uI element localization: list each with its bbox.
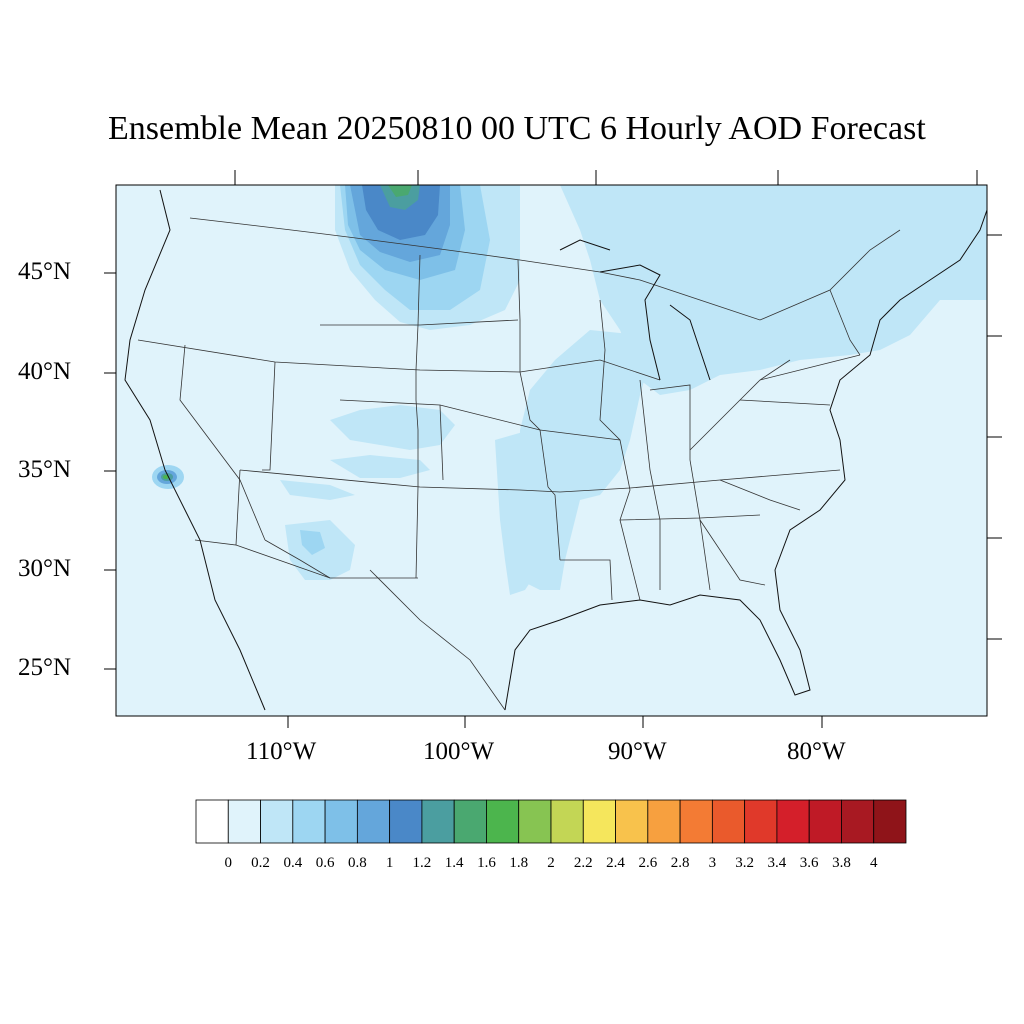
aod-contour-southwest-04 bbox=[300, 530, 325, 555]
aod-contour-plume-10 bbox=[362, 185, 440, 240]
colorbar-label: 4 bbox=[869, 855, 878, 871]
colorbar-label: 1.6 bbox=[477, 855, 496, 871]
aod-contour-plume-14 bbox=[388, 185, 412, 197]
colorbar-swatch bbox=[292, 799, 326, 844]
aod-contour-arizona bbox=[280, 480, 355, 500]
map-frame bbox=[115, 184, 988, 717]
colorbar-swatch bbox=[873, 799, 907, 844]
lat-label-35: 35°N bbox=[18, 456, 72, 483]
lon-label-80: 80°W bbox=[787, 738, 846, 765]
aod-contour-plume-12 bbox=[380, 185, 420, 210]
colorbar-swatch bbox=[808, 799, 842, 844]
colorbar-swatch bbox=[324, 799, 358, 844]
colorbar-label: 0 bbox=[224, 855, 233, 871]
colorbar-swatch bbox=[776, 799, 810, 844]
aod-contour-kansas bbox=[330, 455, 430, 478]
coastlines bbox=[124, 189, 987, 711]
aod-contours bbox=[124, 185, 987, 711]
lat-label-30: 30°N bbox=[18, 555, 72, 582]
colorbar-label: 2.8 bbox=[670, 855, 690, 871]
colorbar-swatch bbox=[647, 799, 681, 844]
lat-label-40: 40°N bbox=[18, 358, 72, 385]
colorbar-swatch bbox=[711, 799, 746, 844]
colorbar-label: 0.2 bbox=[251, 855, 270, 871]
colorbar-label: 1.2 bbox=[412, 855, 432, 871]
colorbar-swatch bbox=[841, 799, 875, 844]
colorbar-swatch bbox=[615, 799, 649, 844]
colorbar-label: 2.6 bbox=[638, 855, 658, 871]
axis-ticks bbox=[104, 170, 1002, 728]
colorbar-label: 3.8 bbox=[832, 855, 851, 871]
colorbar-swatch bbox=[518, 799, 552, 844]
colorbar-swatch bbox=[486, 799, 520, 844]
political-boundaries bbox=[137, 217, 901, 711]
colorbar-label: 2 bbox=[547, 855, 555, 871]
colorbar-swatch bbox=[195, 799, 229, 844]
colorbar-label: 1.4 bbox=[444, 855, 464, 871]
lat-label-25: 25°N bbox=[18, 654, 72, 681]
aod-contour-northeast bbox=[560, 185, 987, 395]
colorbar-swatch bbox=[582, 799, 616, 844]
colorbar-swatch bbox=[744, 799, 778, 844]
page-title: Ensemble Mean 20250810 00 UTC 6 Hourly A… bbox=[108, 110, 926, 147]
colorbar bbox=[195, 799, 907, 844]
colorbar-swatch bbox=[453, 799, 487, 844]
colorbar-swatch bbox=[550, 799, 584, 844]
lat-label-45: 45°N bbox=[18, 258, 72, 285]
colorbar-label: 3.6 bbox=[799, 855, 819, 871]
colorbar-label: 0.8 bbox=[347, 855, 367, 871]
lon-label-90: 90°W bbox=[608, 738, 667, 765]
colorbar-label: 1 bbox=[385, 855, 394, 871]
colorbar-label: 3 bbox=[708, 855, 717, 871]
colorbar-swatch bbox=[260, 799, 294, 844]
aod-contour-plains bbox=[495, 430, 555, 595]
colorbar-swatch bbox=[389, 799, 423, 844]
colorbar-label: 3.2 bbox=[735, 855, 754, 871]
lon-label-110: 110°W bbox=[246, 738, 317, 765]
colorbar-label: 0.6 bbox=[315, 855, 335, 871]
aod-contour-colorado bbox=[330, 405, 455, 450]
colorbar-label: 2.2 bbox=[573, 855, 593, 871]
colorbar-label: 3.4 bbox=[767, 855, 787, 871]
colorbar-swatch bbox=[421, 799, 455, 844]
colorbar-swatch bbox=[356, 799, 391, 844]
colorbar-swatch bbox=[227, 799, 261, 844]
colorbar-label: 1.8 bbox=[509, 855, 529, 871]
colorbar-label: 2.4 bbox=[606, 855, 625, 871]
colorbar-swatch bbox=[679, 799, 713, 844]
lon-label-100: 100°W bbox=[423, 738, 495, 765]
colorbar-label: 0.4 bbox=[283, 855, 303, 871]
